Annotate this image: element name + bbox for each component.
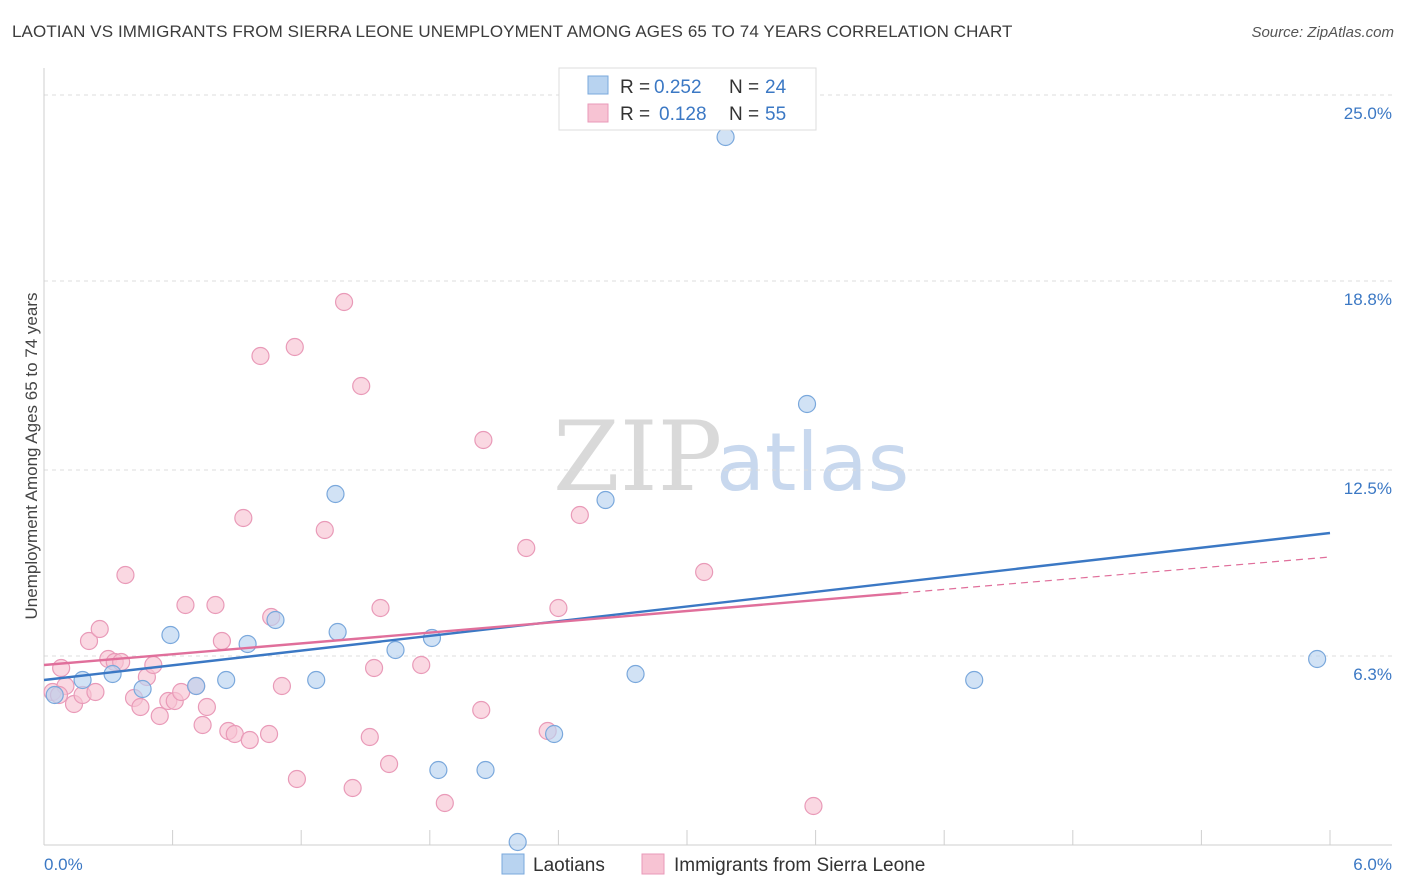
laotian-point xyxy=(161,625,180,645)
y-tick-labels: 6.3% 12.5% 18.8% 25.0% xyxy=(1344,104,1392,684)
y-tick-label: 12.5% xyxy=(1344,479,1392,498)
bottom-legend-label-laotians: Laotians xyxy=(533,855,605,876)
sierra-leone-point xyxy=(272,676,292,696)
laotian-point xyxy=(1308,649,1327,669)
legend-swatch-sierra-leone xyxy=(587,103,609,123)
laotian-point xyxy=(429,760,448,780)
laotian-point xyxy=(508,832,527,852)
laotian-point xyxy=(965,670,984,690)
watermark-zip: ZIP xyxy=(553,401,722,513)
sierra-leone-point xyxy=(474,430,493,450)
x-tick-label-max: 6.0% xyxy=(1353,855,1392,874)
laotian-point xyxy=(187,676,206,696)
legend-n-label-sierra-leone: N = xyxy=(729,104,759,125)
legend-r-value-sierra-leone: 0.128 xyxy=(659,104,707,125)
x-ticks xyxy=(43,830,1331,845)
sierra-leone-point xyxy=(285,337,304,357)
sierra-leone-point xyxy=(371,598,390,618)
legend-swatch-laotians xyxy=(587,75,609,95)
sierra-leone-point xyxy=(176,595,195,615)
legend-n-value-sierra-leone: 55 xyxy=(765,104,786,125)
sierra-leone-point xyxy=(251,346,270,366)
sierra-leone-point xyxy=(193,715,212,735)
legend-r-label-sierra-leone: R = xyxy=(620,104,650,125)
legend-n-value-laotians: 24 xyxy=(765,77,787,98)
sierra-leone-point xyxy=(86,682,105,702)
sierra-leone-point xyxy=(315,520,334,540)
sierra-leone-point xyxy=(570,505,589,525)
bottom-legend-swatch-sierra-leone xyxy=(641,853,665,875)
sierra-leone-point xyxy=(150,706,169,726)
bottom-legend-label-sierra-leone: Immigrants from Sierra Leone xyxy=(674,855,925,876)
correlation-legend: R = 0.252 N = 24 R = 0.128 N = 55 xyxy=(558,67,817,131)
x-tick-label-min: 0.0% xyxy=(44,855,83,874)
sierra-leone-point xyxy=(131,697,150,717)
laotian-point xyxy=(45,685,64,705)
bottom-legend-swatch-laotians xyxy=(501,853,525,875)
chart-title: LAOTIAN VS IMMIGRANTS FROM SIERRA LEONE … xyxy=(12,22,1013,41)
sierra-leone-point xyxy=(206,595,225,615)
y-tick-label: 25.0% xyxy=(1344,104,1392,123)
sierra-leone-point xyxy=(334,292,354,312)
sierra-leone-point xyxy=(144,655,163,675)
pink-trend-line xyxy=(43,591,902,667)
laotian-point xyxy=(716,127,735,147)
laotian-point xyxy=(545,724,564,744)
grid-lines xyxy=(44,94,1392,657)
sierra-leone-point xyxy=(116,565,135,585)
sierra-leone-point xyxy=(472,700,491,720)
sierra-leone-point xyxy=(234,508,253,528)
laotian-point xyxy=(386,640,405,660)
sierra-leone-point xyxy=(343,778,362,798)
series-immigrants-sierra-leone xyxy=(43,292,823,816)
chart-source: Source: ZipAtlas.com xyxy=(1251,24,1394,41)
sierra-leone-point xyxy=(79,631,99,651)
axes xyxy=(43,68,1392,846)
trend-lines xyxy=(43,531,1331,682)
y-tick-label: 6.3% xyxy=(1353,665,1392,684)
sierra-leone-point xyxy=(240,730,259,750)
sierra-leone-point xyxy=(287,769,307,789)
sierra-leone-point xyxy=(379,754,399,774)
laotian-point xyxy=(596,490,615,510)
laotian-point xyxy=(217,670,236,690)
laotian-point xyxy=(238,634,257,654)
series-legend: Laotians Immigrants from Sierra Leone xyxy=(501,853,925,876)
laotian-point xyxy=(133,679,152,699)
sierra-leone-point xyxy=(352,376,371,396)
sierra-leone-point xyxy=(364,658,384,678)
sierra-leone-point xyxy=(212,631,231,651)
laotian-point xyxy=(476,760,495,780)
sierra-leone-point xyxy=(549,598,568,618)
laotian-point xyxy=(328,622,347,642)
y-tick-label: 18.8% xyxy=(1344,290,1392,309)
sierra-leone-point xyxy=(197,697,216,717)
legend-r-label-laotians: R = xyxy=(620,77,650,98)
blue-trend-line xyxy=(43,531,1331,682)
sierra-leone-point xyxy=(360,727,379,747)
series-laotians xyxy=(45,127,1327,852)
sierra-leone-point xyxy=(435,793,454,813)
laotian-point xyxy=(266,610,285,630)
sierra-leone-point xyxy=(695,562,714,582)
laotian-point xyxy=(307,670,326,690)
laotian-point xyxy=(326,484,345,504)
sierra-leone-point xyxy=(517,538,536,558)
laotian-point xyxy=(626,664,645,684)
y-axis-label: Unemployment Among Ages 65 to 74 years xyxy=(22,293,41,620)
watermark-atlas: atlas xyxy=(716,416,909,509)
laotian-point xyxy=(797,394,817,414)
legend-n-label-laotians: N = xyxy=(729,77,759,98)
sierra-leone-point xyxy=(259,724,279,744)
sierra-leone-point xyxy=(412,655,431,675)
legend-r-value-laotians: 0.252 xyxy=(654,77,702,98)
sierra-leone-point xyxy=(804,796,823,816)
sierra-leone-point xyxy=(90,619,109,639)
